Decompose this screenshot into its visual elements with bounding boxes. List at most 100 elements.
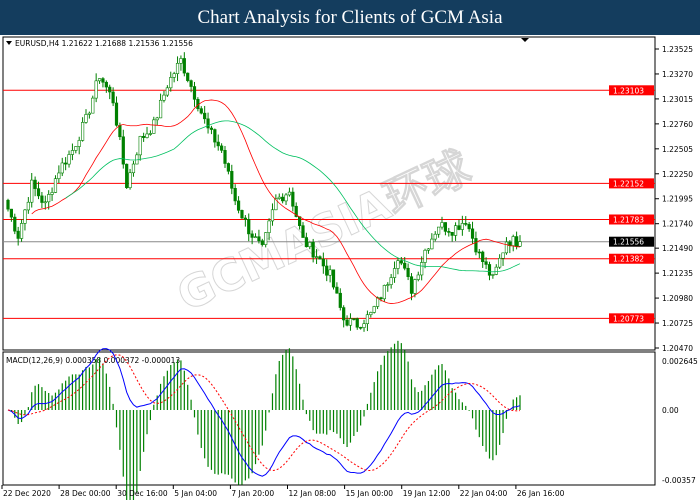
candle: [477, 248, 481, 259]
candle: [230, 164, 234, 195]
candle: [77, 136, 81, 155]
candle: [142, 132, 146, 142]
candle: [267, 218, 271, 241]
candle: [484, 257, 488, 270]
candle: [447, 227, 451, 237]
candle: [94, 73, 98, 103]
level-price-tag: [609, 313, 654, 324]
candle: [148, 130, 153, 136]
macd-tick-label: -0.00357: [662, 476, 696, 485]
y-tick-label: 1.21490: [662, 244, 693, 253]
candle: [158, 93, 163, 119]
candle: [64, 157, 68, 171]
candle: [80, 117, 85, 142]
candle: [382, 284, 386, 303]
ma-slow-line: [65, 120, 521, 273]
candle: [247, 213, 251, 242]
candle: [111, 87, 115, 107]
main-plot-frame: [2, 36, 656, 351]
candle: [311, 238, 315, 263]
candle: [203, 105, 207, 124]
y-tick-label: 1.21235: [662, 269, 693, 278]
y-tick-label: 1.20470: [662, 344, 693, 353]
candle: [30, 173, 34, 208]
candle: [331, 269, 336, 290]
candle: [91, 95, 95, 114]
candle: [474, 231, 478, 256]
y-tick-label: 1.23270: [662, 70, 693, 79]
candle: [325, 259, 329, 282]
level-price-label: 1.21382: [613, 255, 644, 264]
candle: [494, 264, 498, 276]
candle: [6, 198, 10, 212]
x-tick-label: 30 Dec 16:00: [117, 489, 168, 498]
x-tick-label: 28 Dec 00:00: [60, 489, 111, 498]
candle: [199, 106, 203, 115]
candle: [487, 261, 492, 281]
candle: [260, 238, 264, 247]
candle: [189, 79, 193, 93]
y-tick-label: 1.20725: [662, 319, 693, 328]
level-price-label: 1.22152: [613, 179, 644, 188]
candle: [467, 222, 471, 232]
current-price-tag: [609, 236, 654, 247]
price-chart[interactable]: EURUSD,H4 1.21622 1.21688 1.21536 1.2155…: [0, 35, 700, 500]
candle: [359, 326, 363, 330]
candle: [433, 231, 437, 242]
shift-marker-icon[interactable]: [521, 38, 529, 42]
candle: [250, 230, 254, 245]
macd-tick-label: 0.002645: [662, 357, 698, 366]
candle: [209, 125, 214, 135]
candle: [470, 221, 475, 244]
candle: [175, 56, 180, 82]
y-tick-label: 1.22250: [662, 170, 693, 179]
candle: [450, 231, 454, 242]
candle: [413, 278, 417, 298]
candle: [74, 146, 78, 154]
candle: [518, 235, 522, 247]
candle: [108, 84, 112, 100]
candle: [162, 90, 166, 103]
candle: [40, 191, 44, 208]
x-tick-label: 22 Jan 04:00: [460, 489, 508, 498]
candle: [304, 232, 308, 248]
candle: [87, 111, 91, 119]
candle: [342, 305, 346, 328]
candle: [226, 162, 230, 175]
candle: [186, 72, 190, 83]
candle: [338, 288, 342, 311]
candle: [192, 81, 197, 107]
x-tick-label: 22 Dec 2020: [3, 489, 51, 498]
candle: [264, 232, 268, 248]
candle: [60, 157, 64, 177]
macd-line: [7, 348, 521, 477]
candle: [498, 254, 502, 270]
candle: [70, 143, 75, 161]
macd-tick-label: 0.00: [662, 406, 679, 415]
candle: [453, 222, 458, 241]
candle: [50, 187, 54, 201]
candle: [16, 226, 20, 246]
candle: [182, 52, 186, 77]
candle: [67, 150, 71, 168]
candle: [145, 126, 149, 139]
candle: [240, 209, 244, 220]
candle: [437, 226, 441, 238]
candle: [399, 257, 403, 266]
candle: [220, 143, 224, 153]
candle: [328, 265, 332, 283]
candle: [131, 160, 136, 177]
candle: [423, 248, 427, 269]
x-tick-label: 5 Jan 04:00: [174, 489, 217, 498]
macd-plot-frame: [2, 351, 656, 486]
candle: [114, 96, 119, 127]
candle: [291, 187, 295, 212]
candle: [481, 250, 485, 268]
candle: [460, 215, 464, 236]
level-price-tag: [609, 85, 654, 96]
candle: [138, 135, 142, 161]
candle: [213, 128, 217, 148]
collapse-triangle-icon[interactable]: [6, 41, 12, 45]
candle: [372, 305, 376, 314]
candle: [501, 252, 505, 266]
